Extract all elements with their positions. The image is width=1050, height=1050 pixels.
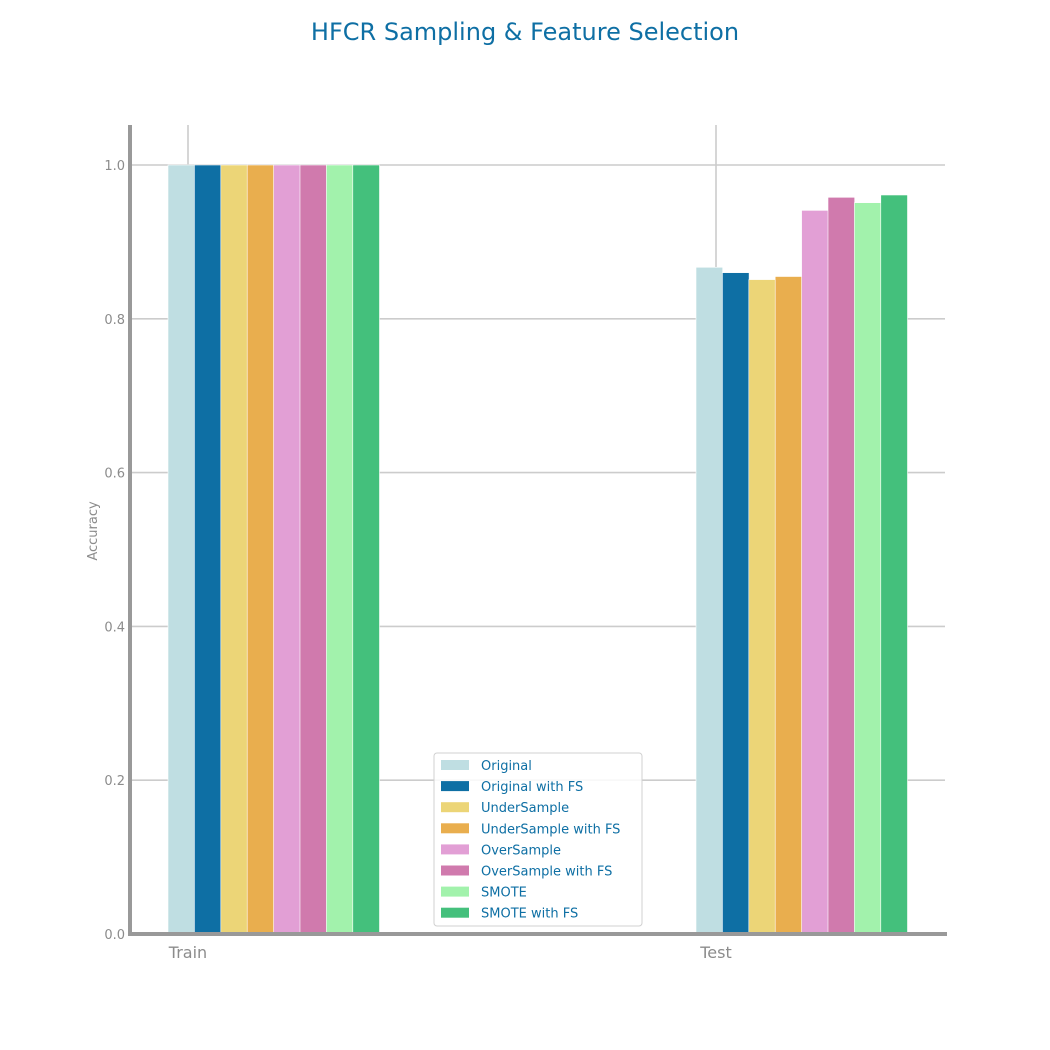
y-tick-label: 0.8	[104, 313, 125, 328]
legend-label: OverSample	[481, 843, 561, 858]
bars	[167, 164, 908, 935]
chart-title: HFCR Sampling & Feature Selection	[311, 18, 739, 46]
x-tick-label: Test	[699, 943, 732, 962]
legend-swatch	[441, 907, 469, 918]
bar	[167, 164, 196, 935]
bar	[352, 164, 380, 935]
legend-label: Original with FS	[481, 780, 583, 795]
legend-swatch	[441, 823, 469, 834]
legend-label: Original	[481, 759, 532, 774]
bar	[854, 202, 882, 935]
bar	[695, 266, 724, 935]
bar	[246, 164, 275, 935]
bar	[827, 196, 856, 935]
y-tick-label: 0.0	[104, 928, 125, 943]
y-tick-label: 0.2	[104, 774, 125, 789]
bar	[194, 164, 222, 935]
legend-swatch	[441, 865, 469, 876]
legend-swatch	[441, 844, 469, 855]
axes: 0.0 0.2 0.4 0.6 0.8 1.0 Train Test	[104, 125, 947, 962]
bar	[220, 164, 248, 935]
bar	[748, 279, 776, 935]
legend-swatch	[441, 781, 469, 792]
legend-label: UnderSample	[481, 801, 569, 816]
y-tick-label: 0.6	[104, 467, 125, 482]
bar	[801, 210, 829, 935]
y-tick-label: 1.0	[104, 159, 125, 174]
bar	[299, 164, 328, 935]
y-axis-label: Accuracy	[86, 501, 101, 561]
bar	[273, 164, 301, 935]
legend-label: SMOTE	[481, 886, 527, 901]
legend-label: UnderSample with FS	[481, 822, 620, 837]
legend-label: SMOTE with FS	[481, 907, 578, 922]
legend-swatch	[441, 802, 469, 813]
bar	[774, 276, 803, 935]
x-tick-label: Train	[168, 943, 207, 962]
bar	[326, 164, 354, 935]
bar	[880, 194, 908, 935]
legend-frame	[433, 752, 643, 927]
legend: Original Original with FS UnderSample Under…	[433, 752, 643, 927]
bar	[722, 272, 750, 935]
legend-swatch	[441, 760, 469, 770]
y-tick-label: 0.4	[104, 620, 125, 635]
legend-swatch	[441, 886, 469, 897]
legend-label: OverSample with FS	[481, 865, 612, 880]
